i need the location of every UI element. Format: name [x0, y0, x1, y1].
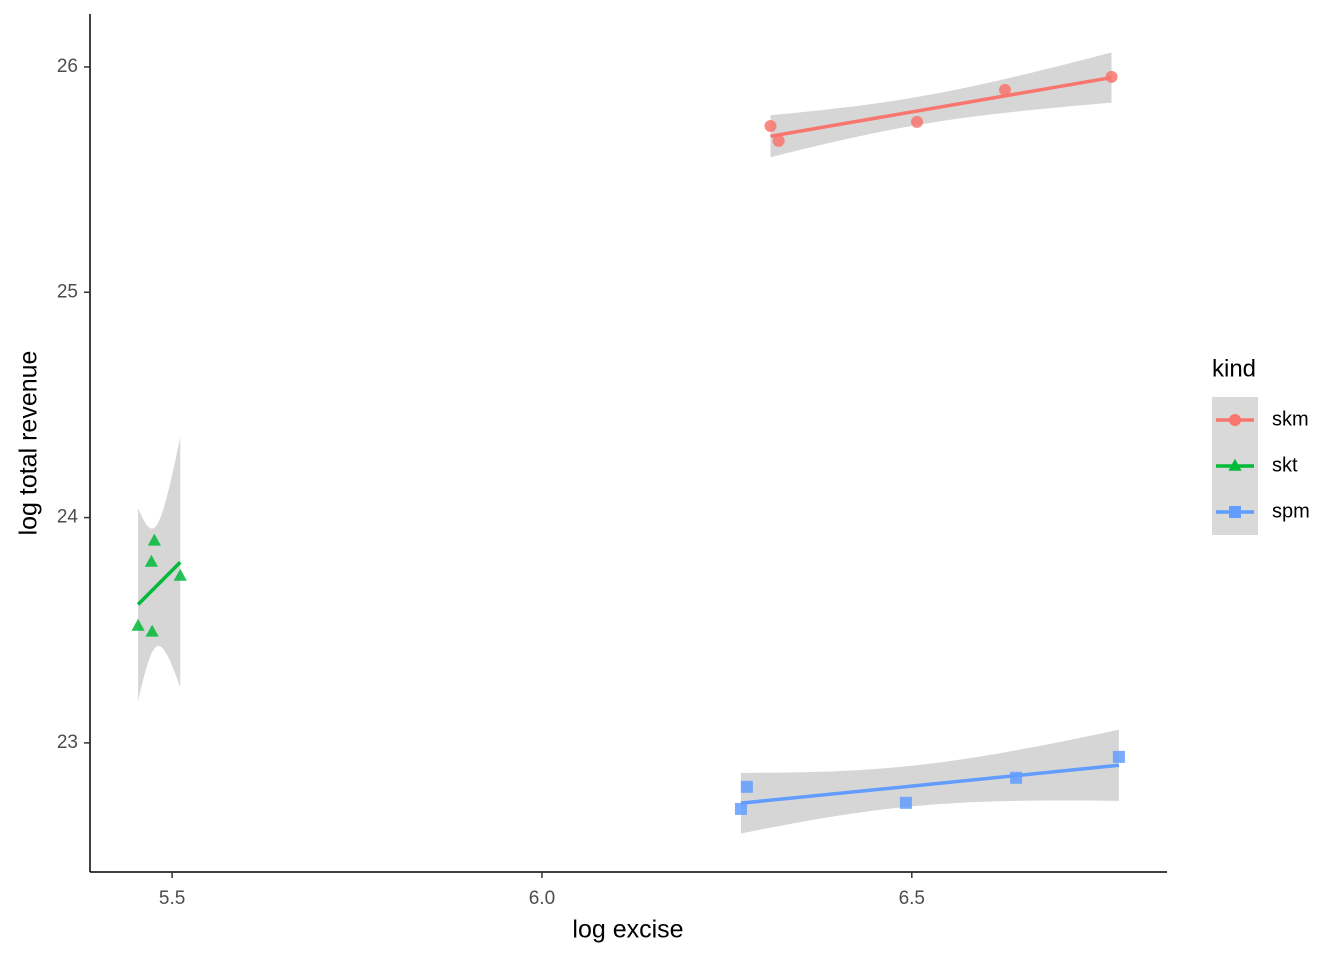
point	[734, 802, 747, 815]
confidence-band	[770, 52, 1112, 158]
point	[131, 618, 145, 631]
bands	[138, 52, 1119, 834]
y-tick-label: 25	[57, 281, 78, 302]
point	[1112, 750, 1125, 763]
point	[764, 119, 777, 132]
point	[1010, 771, 1023, 784]
legend-title: kind	[1212, 355, 1256, 382]
point	[1105, 70, 1118, 83]
points	[131, 70, 1125, 815]
point	[1229, 506, 1241, 518]
x-tick-label: 5.5	[159, 888, 185, 909]
x-axis-label: log excise	[572, 916, 683, 944]
point	[899, 796, 912, 809]
point	[144, 554, 158, 567]
x-tick-label: 6.0	[529, 888, 555, 909]
legend-label: skt	[1272, 454, 1298, 476]
y-tick-label: 24	[57, 507, 79, 528]
point	[145, 624, 159, 637]
trend-line	[770, 75, 1112, 138]
point	[147, 533, 161, 546]
point	[1229, 414, 1241, 426]
point	[910, 115, 923, 128]
point	[772, 134, 785, 147]
y-axis-label: log total revenue	[15, 351, 43, 536]
y-tick-label: 23	[57, 732, 78, 753]
trend-line	[136, 560, 182, 606]
confidence-band	[740, 729, 1119, 834]
legend-label: spm	[1272, 500, 1310, 522]
legend-label: skm	[1272, 408, 1309, 430]
x-tick-label: 6.5	[899, 888, 925, 909]
point	[740, 780, 753, 793]
trend-lines	[136, 75, 1120, 805]
point	[1228, 458, 1242, 471]
y-tick-label: 26	[57, 56, 78, 77]
point	[999, 83, 1012, 96]
trend-line	[740, 763, 1120, 805]
point	[173, 568, 187, 581]
